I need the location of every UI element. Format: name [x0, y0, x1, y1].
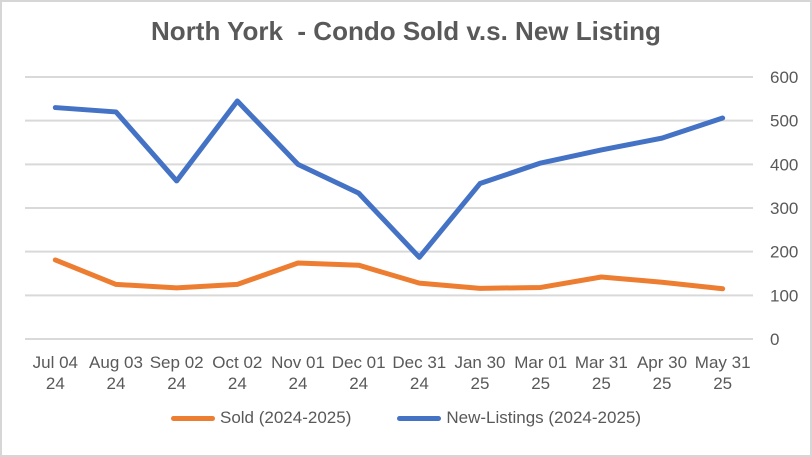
y-axis-tick-400: 400: [770, 155, 798, 174]
x-axis-tick-5: Dec 01 24: [332, 353, 386, 393]
new-listings-line-swatch-icon: [397, 415, 442, 421]
series-line-0: [52, 257, 726, 292]
x-axis-tick-11: May 31 25: [695, 353, 751, 393]
x-axis-tick-10: Apr 30 25: [637, 353, 687, 393]
y-axis-tick-0: 0: [770, 330, 779, 349]
x-axis-tick-6: Dec 31 24: [392, 353, 446, 393]
legend-label-new-listings: New-Listings (2024-2025): [446, 408, 642, 427]
legend-item-new-listings: New-Listings (2024-2025): [397, 408, 641, 428]
series-line-1: [52, 98, 726, 260]
x-axis-tick-4: Nov 01 24: [271, 353, 325, 393]
chart-legend: Sold (2024-2025) New-Listings (2024-2025…: [2, 408, 810, 428]
y-axis-tick-200: 200: [770, 243, 798, 262]
x-axis-tick-9: Mar 31 25: [575, 353, 628, 393]
x-axis-tick-7: Jan 30 25: [454, 353, 505, 393]
x-axis-tick-0: Jul 04 24: [33, 353, 78, 393]
x-axis-tick-2: Sep 02 24: [150, 353, 204, 393]
x-axis-tick-1: Aug 03 24: [89, 353, 143, 393]
y-axis-tick-100: 100: [770, 286, 798, 305]
x-axis-tick-8: Mar 01 25: [514, 353, 567, 393]
sold-line-swatch-icon: [170, 415, 215, 421]
legend-label-sold: Sold (2024-2025): [219, 408, 352, 427]
y-axis-tick-600: 600: [770, 68, 798, 87]
chart-title: North York - Condo Sold v.s. New Listing: [151, 16, 661, 46]
x-axis-tick-3: Oct 02 24: [212, 353, 262, 393]
legend-item-sold: Sold (2024-2025): [170, 408, 352, 428]
y-axis-tick-500: 500: [770, 112, 798, 131]
y-axis-tick-300: 300: [770, 199, 798, 218]
